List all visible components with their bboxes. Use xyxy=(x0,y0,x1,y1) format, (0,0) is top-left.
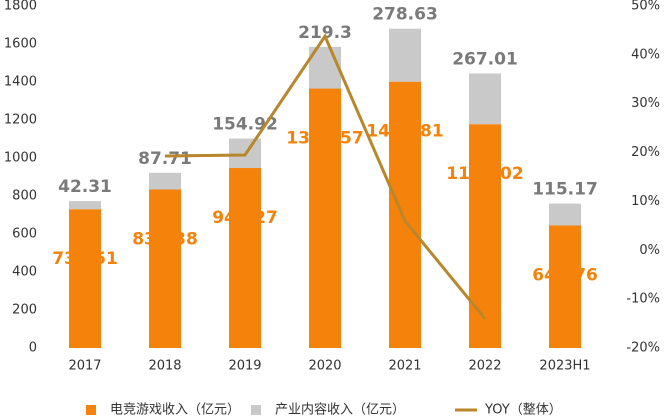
bar-segment xyxy=(309,88,341,349)
legend-label: YOY（整体） xyxy=(484,403,562,418)
line-series xyxy=(164,33,487,320)
value-label: 1178.02 xyxy=(446,164,523,184)
x-tick-label: 2017 xyxy=(68,359,101,374)
y-tick-label: 1400 xyxy=(4,75,37,90)
legend-marker xyxy=(86,405,96,415)
value-label: 115.17 xyxy=(532,180,598,200)
bar-segment xyxy=(149,189,181,348)
y2-tick-label: 20% xyxy=(631,145,660,160)
legend-label: 电竞游戏收入（亿元） xyxy=(110,402,240,418)
bar-segment xyxy=(229,168,261,348)
y-tick-label: 1600 xyxy=(4,37,37,52)
value-label: 1365.57 xyxy=(286,129,363,149)
bar-segment xyxy=(149,172,181,190)
legend-label: 产业内容收入（亿元） xyxy=(275,402,405,418)
y-tick-label: 400 xyxy=(12,265,37,280)
value-label: 730.51 xyxy=(52,249,118,269)
bar-segment xyxy=(69,201,101,210)
y-tick-label: 200 xyxy=(12,303,37,318)
value-label: 267.01 xyxy=(452,49,518,69)
y-tick-label: 1800 xyxy=(4,0,37,14)
x-tick-label: 2020 xyxy=(308,359,341,374)
y2-tick-label: 10% xyxy=(631,194,660,209)
value-label: 42.31 xyxy=(58,177,112,197)
value-label: 154.92 xyxy=(212,115,278,135)
y2-tick-label: 30% xyxy=(631,96,660,111)
y-tick-label: 1000 xyxy=(4,151,37,166)
y2-tick-label: -20% xyxy=(626,341,660,356)
bar-segment xyxy=(469,124,501,348)
legend-marker xyxy=(251,405,261,415)
y-tick-label: 600 xyxy=(12,227,37,242)
y2-tick-label: 40% xyxy=(631,47,660,62)
bar-segment xyxy=(469,73,501,125)
y-tick-label: 0 xyxy=(29,341,37,356)
x-tick-label: 2023H1 xyxy=(539,359,590,374)
value-label: 947.27 xyxy=(212,208,278,228)
y2-tick-label: -10% xyxy=(626,292,660,307)
bar-segment xyxy=(389,81,421,348)
x-tick-label: 2019 xyxy=(228,359,261,374)
bar-segment xyxy=(549,203,581,226)
value-label: 278.63 xyxy=(372,5,438,25)
x-tick-label: 2021 xyxy=(388,359,421,374)
bar-segment xyxy=(69,209,101,348)
x-tick-label: 2018 xyxy=(148,359,181,374)
y-tick-label: 1200 xyxy=(4,113,37,128)
value-label: 219.3 xyxy=(298,23,352,43)
bar-segment xyxy=(389,28,421,82)
value-label: 1401.81 xyxy=(366,122,443,142)
y2-tick-label: 0% xyxy=(639,243,660,258)
value-label: 834.38 xyxy=(132,229,198,249)
y2-tick-label: 50% xyxy=(631,0,660,14)
y-tick-label: 800 xyxy=(12,189,37,204)
value-label: 87.71 xyxy=(138,149,192,169)
x-tick-label: 2022 xyxy=(468,359,501,374)
bar-segment xyxy=(549,225,581,348)
value-label: 644.76 xyxy=(532,265,598,285)
